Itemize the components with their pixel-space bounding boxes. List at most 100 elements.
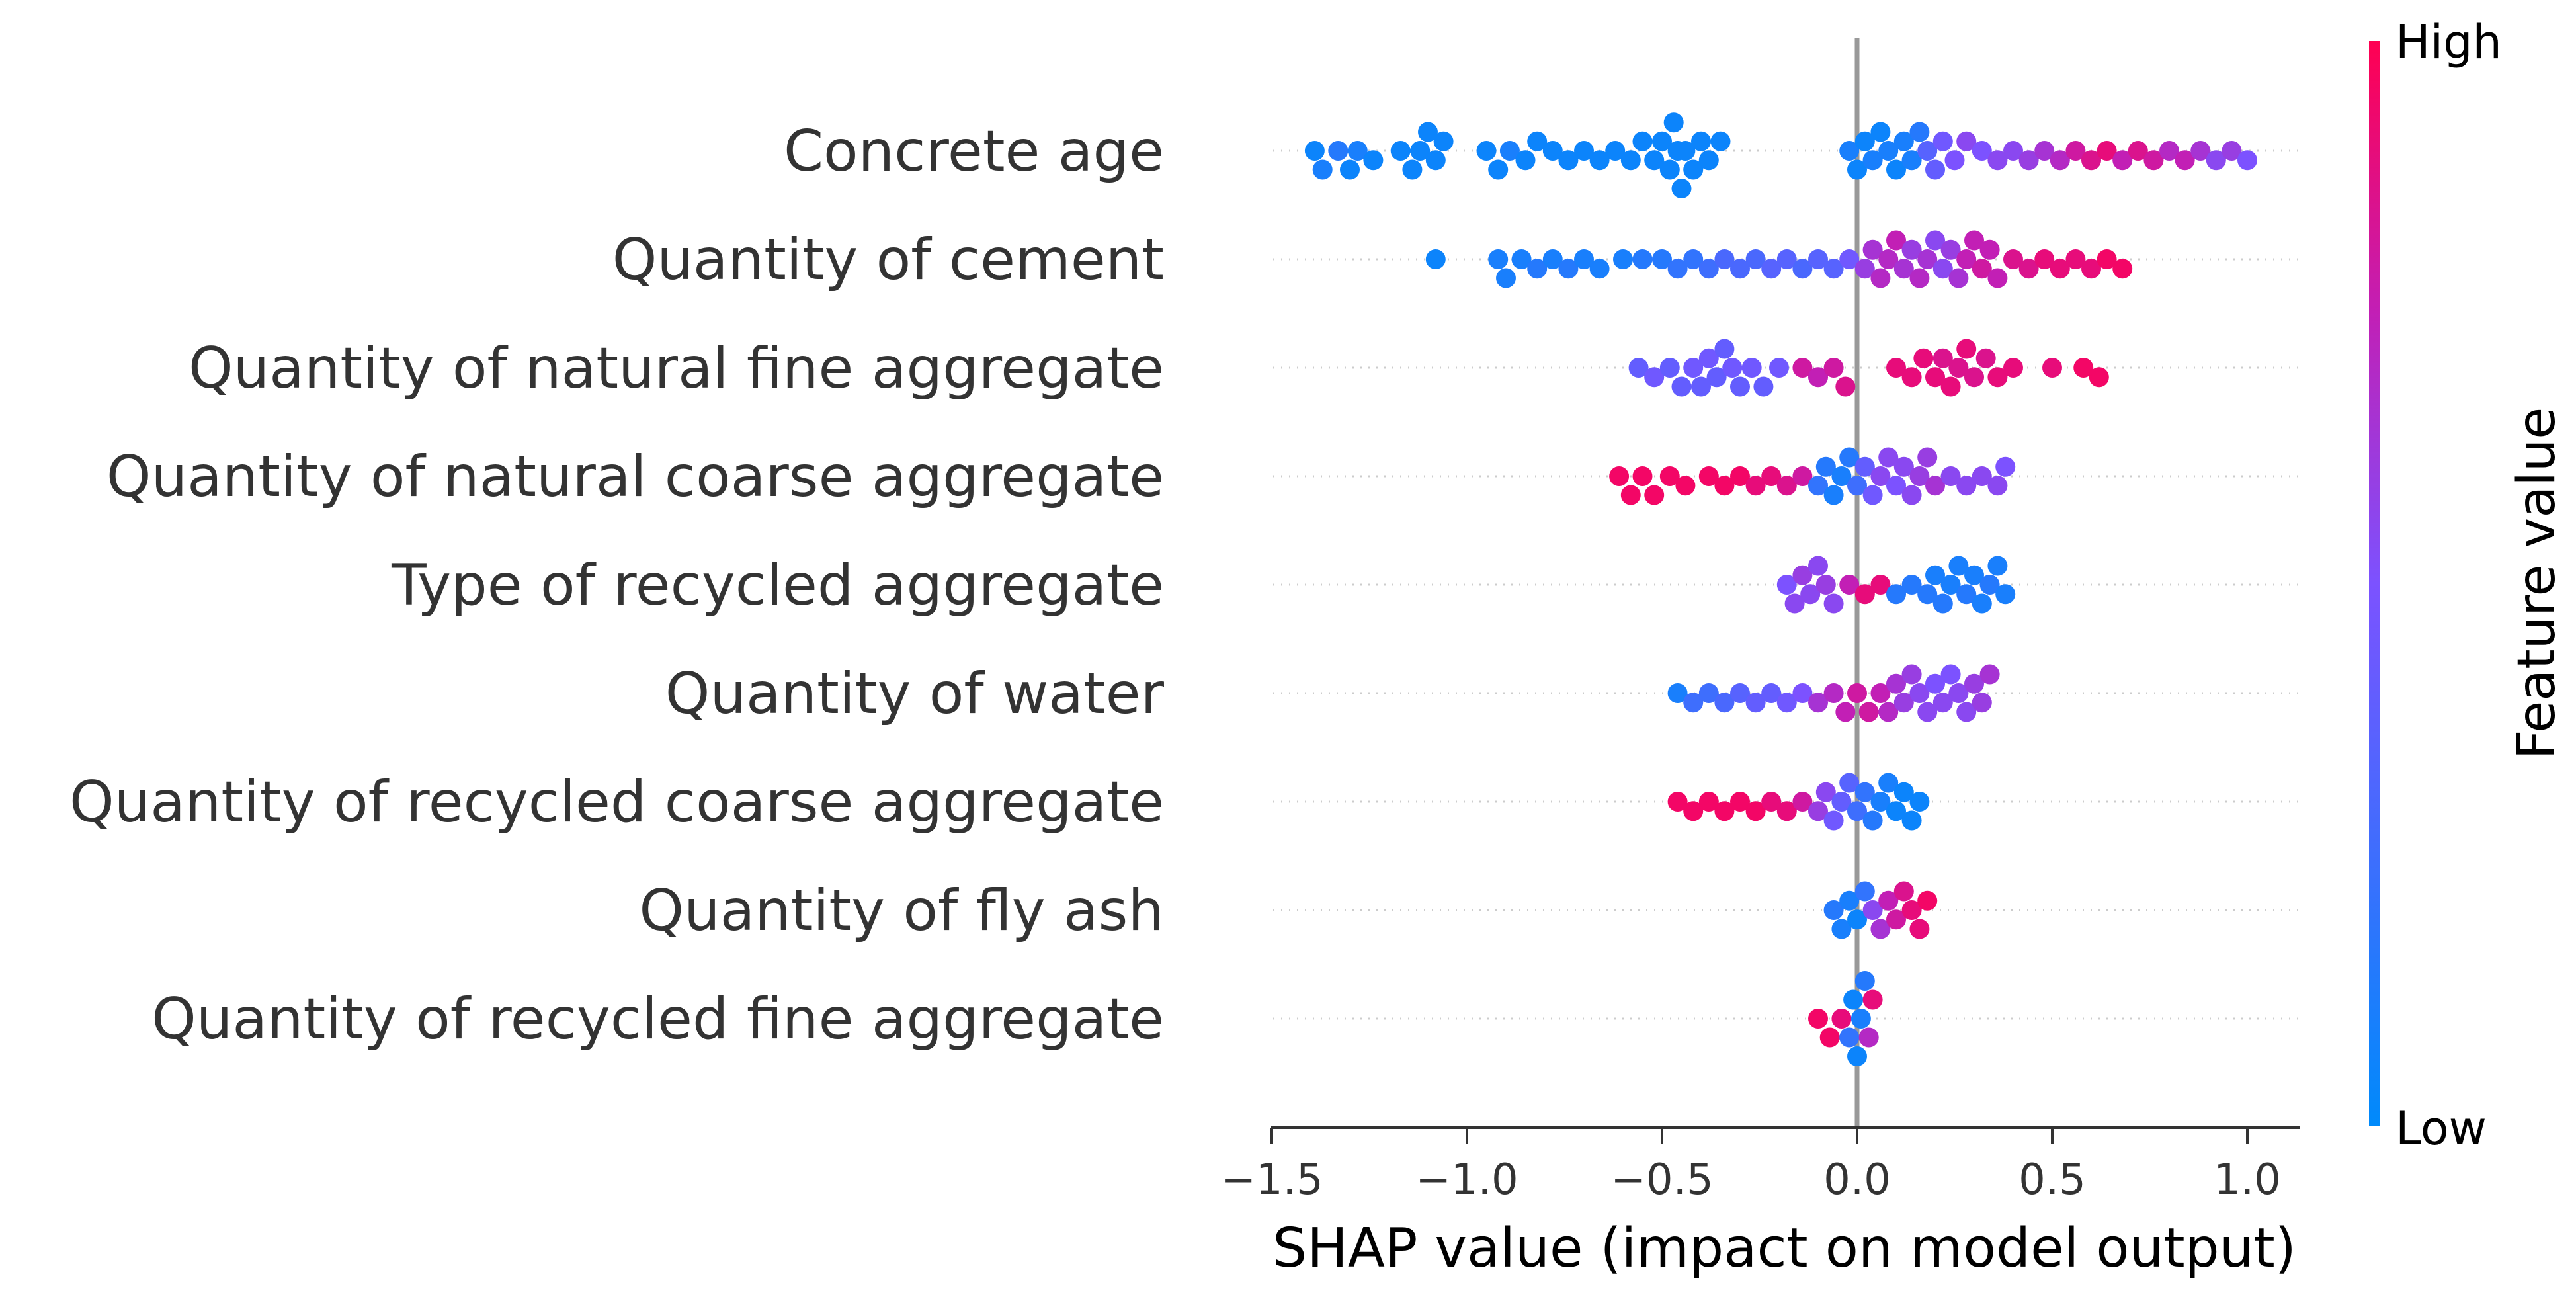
shap-point	[1589, 259, 1610, 279]
shap-point	[1698, 466, 1719, 486]
shap-point	[1792, 259, 1813, 279]
shap-point	[1870, 683, 1891, 703]
shap-point	[1683, 693, 1704, 713]
shap-point	[1714, 249, 1735, 269]
shap-point	[1683, 159, 1704, 180]
shap-point	[1363, 150, 1384, 171]
shap-point	[2175, 150, 2195, 171]
shap-point	[1956, 702, 1977, 722]
shap-point	[1886, 673, 1906, 694]
shap-point	[1932, 131, 1953, 151]
shap-point	[1925, 159, 1945, 180]
shap-point	[1819, 1027, 1840, 1048]
shap-point	[1698, 348, 1719, 368]
shap-point	[1854, 782, 1875, 802]
shap-point	[1839, 447, 1860, 468]
shap-point	[1948, 358, 1969, 378]
shap-point	[1488, 159, 1509, 180]
shap-point	[1909, 466, 1930, 486]
shap-point	[1987, 367, 2008, 388]
shap-point	[1901, 239, 1922, 260]
shap-point	[1948, 683, 1969, 703]
shap-point	[1909, 683, 1930, 703]
feature-label: Quantity of cement	[612, 227, 1164, 293]
shap-point	[1831, 1009, 1852, 1029]
shap-point	[1347, 141, 1368, 161]
shap-point	[1901, 367, 1922, 388]
shap-point	[1808, 1009, 1828, 1029]
shap-point	[1675, 476, 1696, 496]
shap-point	[1956, 476, 1977, 496]
shap-point	[1761, 792, 1782, 812]
shap-point	[2112, 150, 2133, 171]
shap-point	[1847, 159, 1867, 180]
shap-point	[1995, 456, 2016, 477]
x-tick-label: 0.5	[2018, 1156, 2086, 1204]
shap-point	[1940, 239, 1961, 260]
shap-point	[1792, 683, 1813, 703]
shap-point	[1901, 575, 1922, 595]
shap-point	[1901, 900, 1922, 920]
shap-point	[1745, 693, 1766, 713]
colorbar: High Low Feature value	[2369, 15, 2567, 1156]
x-tick-label: 0.0	[1823, 1156, 1891, 1204]
shap-point	[1776, 693, 1797, 713]
shap-point	[2065, 141, 2086, 161]
shap-point	[1340, 159, 1360, 180]
shap-point	[1511, 249, 1532, 269]
shap-point	[1862, 900, 1883, 920]
shap-point	[1893, 881, 1914, 902]
shap-point	[1901, 485, 1922, 505]
shap-point	[1972, 259, 1992, 279]
shap-point	[1609, 466, 1630, 486]
shap-point	[1878, 249, 1899, 269]
shap-point	[1878, 141, 1899, 161]
shap-point	[1515, 150, 1536, 171]
shap-point	[1850, 1009, 1871, 1029]
shap-point	[2159, 141, 2179, 161]
shap-point	[1956, 584, 1977, 605]
shap-point	[1823, 683, 1844, 703]
shap-point	[1659, 159, 1680, 180]
shap-point	[1893, 782, 1914, 802]
shap-point	[2206, 150, 2226, 171]
shap-point	[1683, 249, 1704, 269]
shap-point	[1304, 141, 1325, 161]
shap-point	[1823, 593, 1844, 614]
shap-point	[1730, 376, 1750, 397]
shap-point	[1613, 249, 1633, 269]
shap-point	[1558, 150, 1579, 171]
shap-point	[1761, 466, 1782, 486]
shap-point	[1792, 358, 1813, 378]
shap-point	[1652, 131, 1672, 151]
shap-point	[1862, 485, 1883, 505]
shap-point	[1964, 367, 1984, 388]
shap-point	[1987, 556, 2008, 576]
shap-point	[1870, 919, 1891, 939]
shap-point	[1886, 909, 1906, 930]
shap-point	[2112, 259, 2133, 279]
shap-point	[1683, 358, 1704, 378]
shap-point	[1792, 466, 1813, 486]
colorbar-low-label: Low	[2395, 1101, 2487, 1156]
shap-point	[2143, 150, 2164, 171]
shap-point	[1761, 683, 1782, 703]
shap-point	[1792, 792, 1813, 812]
shap-point	[1839, 773, 1860, 793]
shap-point	[1574, 141, 1594, 161]
shap-point	[1698, 792, 1719, 812]
shap-point	[1940, 664, 1961, 685]
shap-point	[1878, 447, 1899, 468]
shap-point	[1909, 792, 1930, 812]
shap-point	[1815, 575, 1836, 595]
shap-point	[1620, 485, 1641, 505]
shap-point	[1808, 556, 1828, 576]
shap-point	[1730, 792, 1750, 812]
shap-point	[1652, 249, 1672, 269]
shap-point	[1831, 919, 1852, 939]
shap-point	[1741, 358, 1762, 378]
shap-point	[1979, 664, 2000, 685]
shap-point	[1714, 801, 1735, 821]
colorbar-gradient	[2369, 41, 2380, 1126]
shap-point	[1745, 476, 1766, 496]
